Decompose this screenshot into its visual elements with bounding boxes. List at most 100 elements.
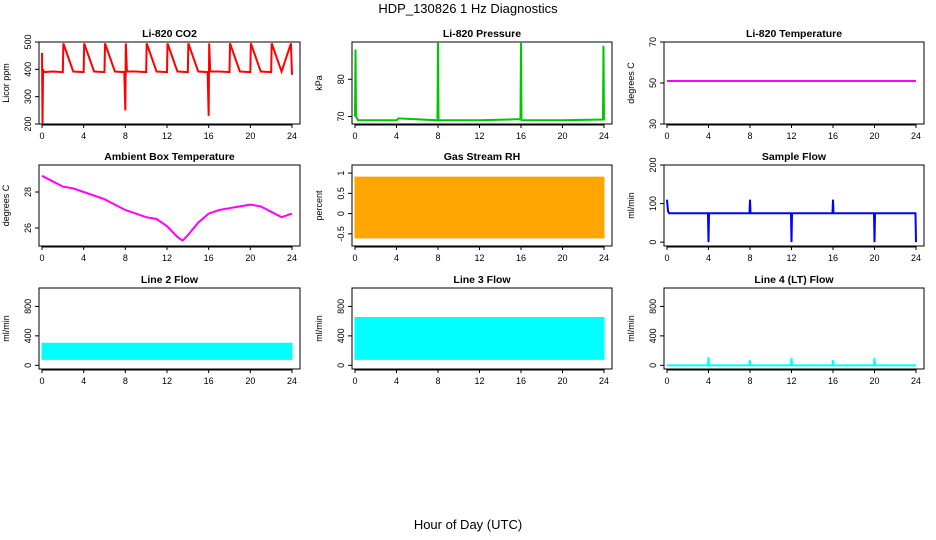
x-tick-label: 16 (204, 376, 214, 386)
chart-panel-3: Li-820 Temperature degrees C 0 4 8 12 16 20 24 30… (626, 28, 925, 141)
y-axis-label: percent (314, 190, 324, 221)
y-tick-label: 26 (23, 223, 33, 233)
y-axis-label: Licor ppm (1, 63, 11, 103)
x-tick-label: 0 (352, 253, 357, 263)
y-tick-label: 400 (23, 62, 33, 77)
x-tick-label: 20 (245, 131, 255, 141)
y-tick-label: 70 (648, 37, 658, 47)
y-axis-label: degrees C (1, 184, 11, 226)
plot-frame (663, 287, 925, 370)
y-tick-label: 400 (23, 328, 33, 343)
y-axis-label: ml/min (314, 315, 324, 342)
x-tick-label: 12 (474, 131, 484, 141)
x-tick-label: 8 (747, 253, 752, 263)
x-tick-label: 8 (435, 253, 440, 263)
chart-title: Line 2 Flow (141, 274, 199, 286)
x-tick-label: 24 (911, 376, 921, 386)
x-tick-label: 4 (706, 131, 711, 141)
series-line-1 (41, 174, 293, 242)
series-band-1 (41, 342, 293, 360)
x-tick-label: 4 (706, 376, 711, 386)
y-tick-label: 0 (336, 211, 346, 216)
chart-panel-5: Gas Stream RH percent 0 4 8 12 16 20 24 -0.5 0 0.5 1 (314, 151, 613, 263)
chart-title: Line 4 (LT) Flow (754, 274, 834, 286)
chart-panel-9: Line 4 (LT) Flow ml/min 0 4 8 12 16 20 24 0 400 800 (626, 274, 925, 386)
x-tick-label: 8 (435, 131, 440, 141)
x-tick-label: 4 (81, 253, 86, 263)
x-tick-label: 0 (664, 131, 669, 141)
chart-title: Li-820 Temperature (746, 28, 842, 40)
x-tick-label: 12 (786, 131, 796, 141)
x-tick-label: 8 (747, 376, 752, 386)
x-tick-label: 12 (786, 253, 796, 263)
chart-title: Gas Stream RH (444, 151, 520, 163)
x-tick-label: 8 (747, 131, 752, 141)
y-tick-label: -0.5 (336, 226, 346, 242)
x-tick-label: 20 (245, 376, 255, 386)
y-tick-label: 800 (23, 299, 33, 314)
x-tick-label: 24 (287, 253, 297, 263)
plot-frame (351, 287, 613, 370)
x-tick-label: 20 (245, 253, 255, 263)
x-tick-label: 20 (869, 376, 879, 386)
x-tick-label: 4 (394, 131, 399, 141)
plot-frame (38, 164, 301, 247)
chart-panel-8: Line 3 Flow ml/min 0 4 8 12 16 20 24 0 400 800 (314, 274, 613, 386)
x-tick-label: 20 (869, 253, 879, 263)
x-tick-label: 12 (162, 376, 172, 386)
y-tick-label: 300 (23, 89, 33, 104)
x-tick-label: 12 (786, 376, 796, 386)
x-tick-label: 16 (516, 253, 526, 263)
x-tick-label: 4 (81, 376, 86, 386)
series-line-1 (666, 199, 917, 243)
y-tick-label: 0 (336, 363, 346, 368)
chart-panel-2: Li-820 Pressure kPa 0 4 8 12 16 20 24 70 80 (314, 28, 613, 141)
y-tick-label: 500 (23, 34, 33, 49)
x-axis-title: Hour of Day (UTC) (413, 517, 523, 532)
y-tick-label: 1 (336, 171, 346, 176)
x-tick-label: 0 (664, 253, 669, 263)
y-tick-label: 28 (23, 187, 33, 197)
x-tick-label: 12 (474, 376, 484, 386)
plot-frame (38, 287, 301, 370)
x-tick-label: 24 (599, 253, 609, 263)
series-line-1 (41, 43, 293, 124)
x-tick-label: 8 (123, 376, 128, 386)
x-tick-label: 0 (39, 376, 44, 386)
x-tick-label: 24 (599, 376, 609, 386)
y-tick-label: 80 (336, 74, 346, 84)
y-tick-label: 800 (648, 299, 658, 314)
x-tick-label: 20 (557, 253, 567, 263)
x-tick-label: 16 (828, 376, 838, 386)
x-tick-label: 0 (39, 253, 44, 263)
x-tick-label: 16 (204, 253, 214, 263)
y-tick-label: 400 (336, 328, 346, 343)
chart-title: Li-820 Pressure (443, 28, 521, 40)
x-tick-label: 4 (81, 131, 86, 141)
x-tick-label: 24 (287, 131, 297, 141)
x-tick-label: 12 (162, 131, 172, 141)
y-tick-label: 0 (648, 363, 658, 368)
series-line-1 (354, 42, 605, 122)
x-tick-label: 4 (394, 376, 399, 386)
y-tick-label: 30 (648, 119, 658, 129)
plot-frame (663, 164, 925, 247)
x-tick-label: 0 (664, 376, 669, 386)
plot-frame (351, 41, 613, 125)
y-tick-label: 800 (336, 299, 346, 314)
x-tick-label: 12 (162, 253, 172, 263)
x-tick-label: 24 (911, 131, 921, 141)
y-tick-label: 0 (648, 240, 658, 245)
x-tick-label: 4 (394, 253, 399, 263)
x-tick-label: 0 (352, 131, 357, 141)
y-tick-label: 0 (23, 363, 33, 368)
y-tick-label: 200 (23, 116, 33, 131)
y-tick-label: 400 (648, 328, 658, 343)
x-tick-label: 12 (474, 253, 484, 263)
page-title: HDP_130826 1 Hz Diagnostics (378, 1, 558, 16)
series-band-1 (354, 176, 605, 239)
series-line-1 (667, 357, 916, 367)
x-tick-label: 16 (828, 253, 838, 263)
x-tick-label: 8 (123, 131, 128, 141)
chart-panel-7: Line 2 Flow ml/min 0 4 8 12 16 20 24 0 400 800 (1, 274, 301, 386)
